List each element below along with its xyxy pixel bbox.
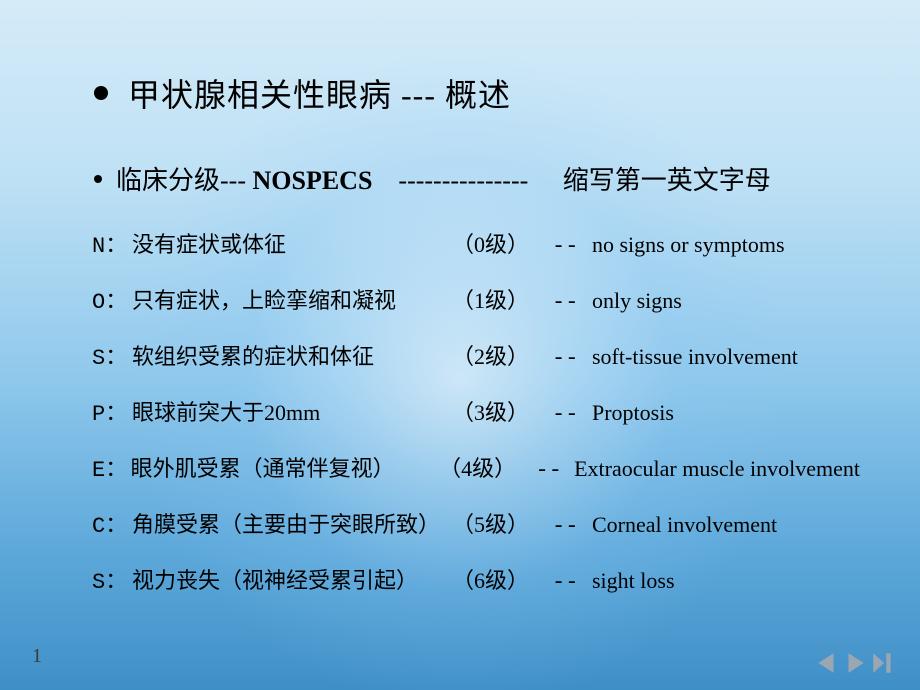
- list-item: S：软组织受累的症状和体征（2级）--soft-tissue involveme…: [92, 339, 860, 371]
- item-english: soft-tissue involvement: [592, 344, 798, 370]
- content-area: 甲状腺相关性眼病 --- 概述 临床分级--- NOSPECS --------…: [0, 0, 920, 690]
- page-number: 1: [32, 645, 42, 668]
- item-chinese: 眼外肌受累（通常伴复视）: [131, 451, 440, 483]
- subtitle: 临床分级--- NOSPECS --------------- 缩写第一英文字母: [116, 160, 771, 197]
- item-chinese: 视力丧失（视神经受累引起）: [132, 563, 452, 595]
- item-dash: --: [536, 458, 575, 483]
- classification-list: N：没有症状或体征（0级）--no signs or symptomsO：只有症…: [92, 227, 860, 595]
- subtitle-row: 临床分级--- NOSPECS --------------- 缩写第一英文字母: [94, 160, 860, 197]
- item-grade: （0级）: [452, 227, 552, 259]
- item-letter: O：: [92, 283, 132, 315]
- item-english: Corneal involvement: [592, 512, 777, 538]
- nav-play-button[interactable]: [842, 650, 868, 676]
- item-dash: --: [552, 514, 592, 539]
- item-english: Proptosis: [592, 400, 674, 426]
- nav-prev-button[interactable]: [814, 650, 840, 676]
- item-english: Extraocular muscle involvement: [574, 456, 860, 482]
- subtitle-note: 缩写第一英文字母: [563, 166, 771, 195]
- item-letter: E：: [92, 451, 131, 483]
- item-grade: （5级）: [452, 507, 552, 539]
- slide-title: 甲状腺相关性眼病 --- 概述: [128, 70, 511, 116]
- subtitle-dashline: ---------------: [379, 166, 528, 195]
- item-letter: N：: [92, 227, 132, 259]
- item-dash: --: [552, 234, 592, 259]
- item-grade: （2级）: [452, 339, 552, 371]
- title-suffix: 概述: [445, 77, 511, 113]
- title-separator: ---: [401, 77, 436, 113]
- item-chinese: 角膜受累（主要由于突眼所致）: [132, 507, 452, 539]
- item-letter: S：: [92, 563, 132, 595]
- subtitle-bullet-icon: [94, 175, 102, 183]
- subtitle-prefix: 临床分级---: [116, 166, 246, 195]
- item-chinese: 没有症状或体征: [132, 227, 452, 259]
- slide-nav: [814, 650, 896, 676]
- item-grade: （1级）: [452, 283, 552, 315]
- slide: 甲状腺相关性眼病 --- 概述 临床分级--- NOSPECS --------…: [0, 0, 920, 690]
- list-item: S：视力丧失（视神经受累引起）（6级）--sight loss: [92, 563, 860, 595]
- list-item: N：没有症状或体征（0级）--no signs or symptoms: [92, 227, 860, 259]
- item-dash: --: [552, 402, 592, 427]
- item-english: no signs or symptoms: [592, 232, 785, 258]
- list-item: O：只有症状，上睑挛缩和凝视（1级）-- only signs: [92, 283, 860, 315]
- item-dash: --: [552, 570, 592, 595]
- item-grade: （6级）: [452, 563, 552, 595]
- list-item: E：眼外肌受累（通常伴复视）（4级）-- Extraocular muscle …: [92, 451, 860, 483]
- item-letter: P：: [92, 395, 132, 427]
- item-chinese: 只有症状，上睑挛缩和凝视: [132, 283, 452, 315]
- list-item: P：眼球前突大于20mm（3级）-- Proptosis: [92, 395, 860, 427]
- title-bullet-icon: [94, 86, 108, 100]
- title-main: 甲状腺相关性眼病: [128, 77, 392, 113]
- item-letter: S：: [92, 339, 132, 371]
- subtitle-label: NOSPECS: [252, 166, 372, 195]
- item-grade: （4级）: [439, 451, 535, 483]
- nav-next-button[interactable]: [870, 650, 896, 676]
- item-chinese: 软组织受累的症状和体征: [132, 339, 452, 371]
- item-chinese: 眼球前突大于20mm: [132, 395, 452, 427]
- list-item: C：角膜受累（主要由于突眼所致）（5级）--Corneal involvemen…: [92, 507, 860, 539]
- item-dash: --: [552, 290, 592, 315]
- item-dash: --: [552, 346, 592, 371]
- title-row: 甲状腺相关性眼病 --- 概述: [94, 70, 860, 116]
- item-grade: （3级）: [452, 395, 552, 427]
- item-letter: C：: [92, 507, 132, 539]
- item-english: only signs: [592, 288, 682, 314]
- item-english: sight loss: [592, 568, 675, 594]
